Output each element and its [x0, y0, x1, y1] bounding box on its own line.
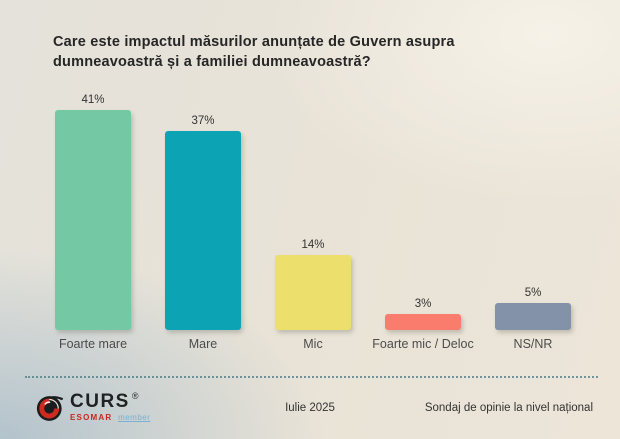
bar-value-label: 14%	[301, 239, 325, 251]
bar-column: 14% Mic	[275, 90, 351, 353]
bar-column: 37% Mare	[165, 90, 241, 353]
curs-logo-text: CURS ® ESOMAR member	[70, 391, 151, 423]
footer-divider	[25, 376, 598, 378]
curs-brand-label: CURS	[70, 391, 130, 412]
bar-value-label: 5%	[524, 287, 542, 299]
registered-mark: ®	[131, 391, 139, 401]
curs-logo: CURS ® ESOMAR member	[35, 391, 150, 423]
bar-column: 41% Foarte mare	[55, 90, 131, 353]
curs-emblem-icon	[36, 396, 63, 421]
bar-value-label: 37%	[191, 115, 215, 127]
bar	[275, 255, 351, 330]
bar-chart: 41% Foarte mare 37% Mare 14% Mic 3% Foarte mic …	[55, 90, 571, 353]
category-label: Mic	[303, 337, 323, 351]
category-label: Foarte mic / Deloc	[372, 337, 474, 351]
category-label: Mare	[188, 337, 218, 351]
bar	[385, 314, 461, 330]
bar	[495, 303, 571, 330]
category-label: Foarte mare	[58, 337, 128, 351]
bar	[165, 131, 241, 330]
bar-value-label: 41%	[81, 94, 105, 106]
chart-title: Care este impactul măsurilor anunțate de…	[53, 34, 455, 70]
bar-value-label: 3%	[414, 298, 432, 310]
esomar-label: ESOMAR	[70, 413, 113, 422]
bar-column: 3% Foarte mic / Deloc	[372, 90, 473, 353]
bar	[55, 110, 131, 330]
survey-date: Iulie 2025	[285, 402, 335, 414]
esomar-member-label: member	[118, 413, 151, 422]
survey-scope-note: Sondaj de opinie la nivel național	[424, 402, 593, 414]
category-label: NS/NR	[513, 337, 553, 351]
bar-column: 5% NS/NR	[495, 90, 571, 353]
